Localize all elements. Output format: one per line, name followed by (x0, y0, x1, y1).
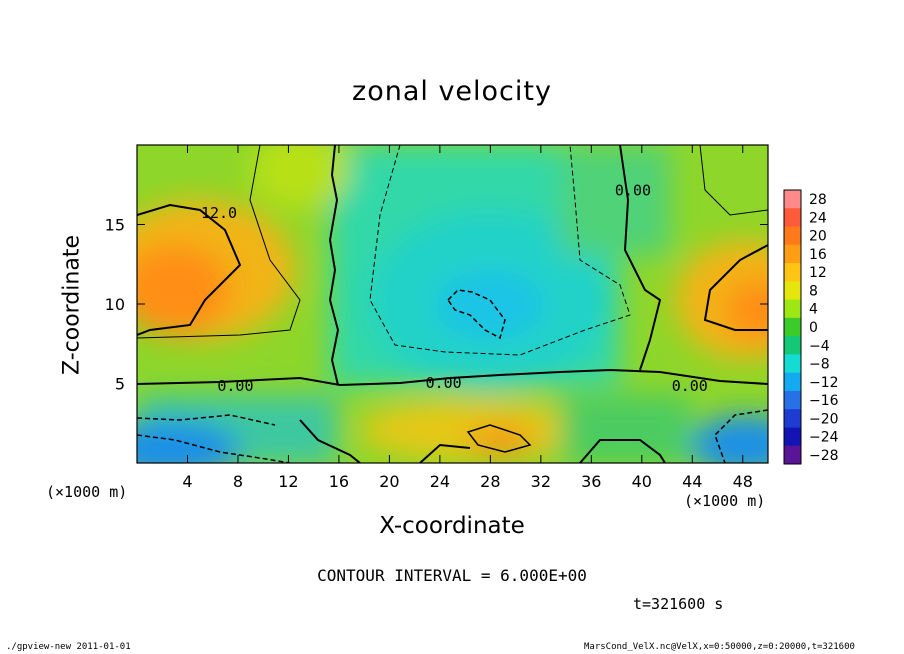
colorbar-label: 28 (809, 192, 827, 208)
contour-labels: 12.0 0.00 0.00 0.00 0.00 (201, 182, 708, 396)
chart-title: zonal velocity (352, 76, 552, 107)
contour-label: 12.0 (201, 204, 237, 222)
colorbar-label: −28 (809, 448, 839, 464)
contour-label: 0.00 (615, 182, 651, 200)
y-axis: 5 10 15 (105, 216, 768, 394)
contour-neg-bottom-left (137, 414, 291, 463)
colorbar: 28 24 20 16 12 8 4 0 −4 −8 −12 −16 −20 −24 −28 (783, 189, 839, 465)
contour-lines (137, 145, 768, 463)
colorbar-swatch (784, 372, 801, 392)
colorbar-label: −16 (809, 393, 839, 409)
colorbar-label: −4 (809, 338, 830, 354)
x-unit-left: (×1000 m) (46, 483, 128, 501)
x-tick-label: 20 (379, 472, 399, 491)
contour-neg-bottom-right (714, 409, 768, 463)
time-label: t=321600 s (633, 595, 724, 613)
contour-zero-horizontal (137, 368, 768, 387)
contour-neg-wide (369, 145, 631, 356)
colorbar-swatch (784, 208, 801, 228)
x-tick-label: 40 (632, 472, 652, 491)
colorbar-swatch (784, 299, 801, 319)
colorbar-swatch (784, 226, 801, 246)
colorbar-swatch (784, 190, 801, 209)
contour-pos-bottom (466, 424, 532, 453)
colorbar-label: 12 (809, 265, 827, 281)
colorbar-label: 4 (809, 302, 818, 318)
colorbar-swatch (784, 336, 801, 355)
contour-label: 0.00 (672, 377, 708, 395)
x-axis-label: X-coordinate (379, 513, 525, 539)
footer-right: MarsCond_VelX.nc@VelX,x=0:50000,z=0:2000… (584, 642, 855, 652)
x-tick-label: 28 (480, 472, 500, 491)
heatmap-field (137, 145, 768, 463)
y-tick-label: 10 (105, 295, 125, 314)
colorbar-frame (783, 189, 802, 465)
contour-zero-bottom (299, 419, 666, 463)
contour-twelve-left (137, 203, 242, 336)
contour-interval: CONTOUR INTERVAL = 6.000E+00 (317, 566, 587, 585)
colorbar-label: 8 (809, 283, 818, 299)
colorbar-swatch (784, 263, 801, 282)
colorbar-swatch (784, 409, 801, 428)
colorbar-swatch (784, 244, 801, 264)
colorbar-label: 0 (809, 320, 818, 336)
contour-zero-vertical (328, 145, 340, 386)
y-tick-label: 15 (105, 216, 125, 235)
x-tick-label: 32 (531, 472, 551, 491)
x-tick-label: 36 (581, 472, 601, 491)
x-tick-label: 24 (430, 472, 450, 491)
contour-label: 0.00 (426, 374, 462, 392)
x-tick-label: 48 (733, 472, 753, 491)
contour-zero-right (619, 145, 662, 371)
colorbar-label: −12 (809, 375, 839, 391)
colorbar-swatch (784, 445, 801, 465)
colorbar-swatch (784, 390, 801, 410)
colorbar-label: 20 (809, 229, 827, 245)
colorbar-swatch (784, 427, 801, 447)
footer-left: ./gpview-new 2011-01-01 (6, 642, 131, 652)
x-tick-label: 16 (329, 472, 349, 491)
colorbar-label: −24 (809, 430, 839, 446)
x-tick-label: 4 (182, 472, 192, 491)
x-unit-right: (×1000 m) (684, 492, 766, 510)
colorbar-swatch (784, 317, 801, 337)
colorbar-label: 16 (809, 247, 827, 263)
contour-neg-center (447, 289, 506, 340)
x-tick-label: 12 (278, 472, 298, 491)
contour-pos-upper (137, 145, 768, 339)
colorbar-swatch (784, 354, 801, 374)
colorbar-label: −20 (809, 411, 839, 427)
colorbar-label: −8 (809, 357, 830, 373)
contour-label: 0.00 (217, 377, 253, 395)
contour-twelve-right (703, 244, 768, 331)
x-tick-label: 8 (233, 472, 243, 491)
colorbar-swatch (784, 281, 801, 301)
y-axis-label: Z-coordinate (59, 235, 85, 375)
colorbar-label: 24 (809, 210, 827, 226)
x-axis: 4 8 12 16 20 24 28 32 36 40 44 48 (182, 145, 753, 491)
x-tick-label: 44 (682, 472, 702, 491)
y-tick-label: 5 (115, 375, 125, 394)
